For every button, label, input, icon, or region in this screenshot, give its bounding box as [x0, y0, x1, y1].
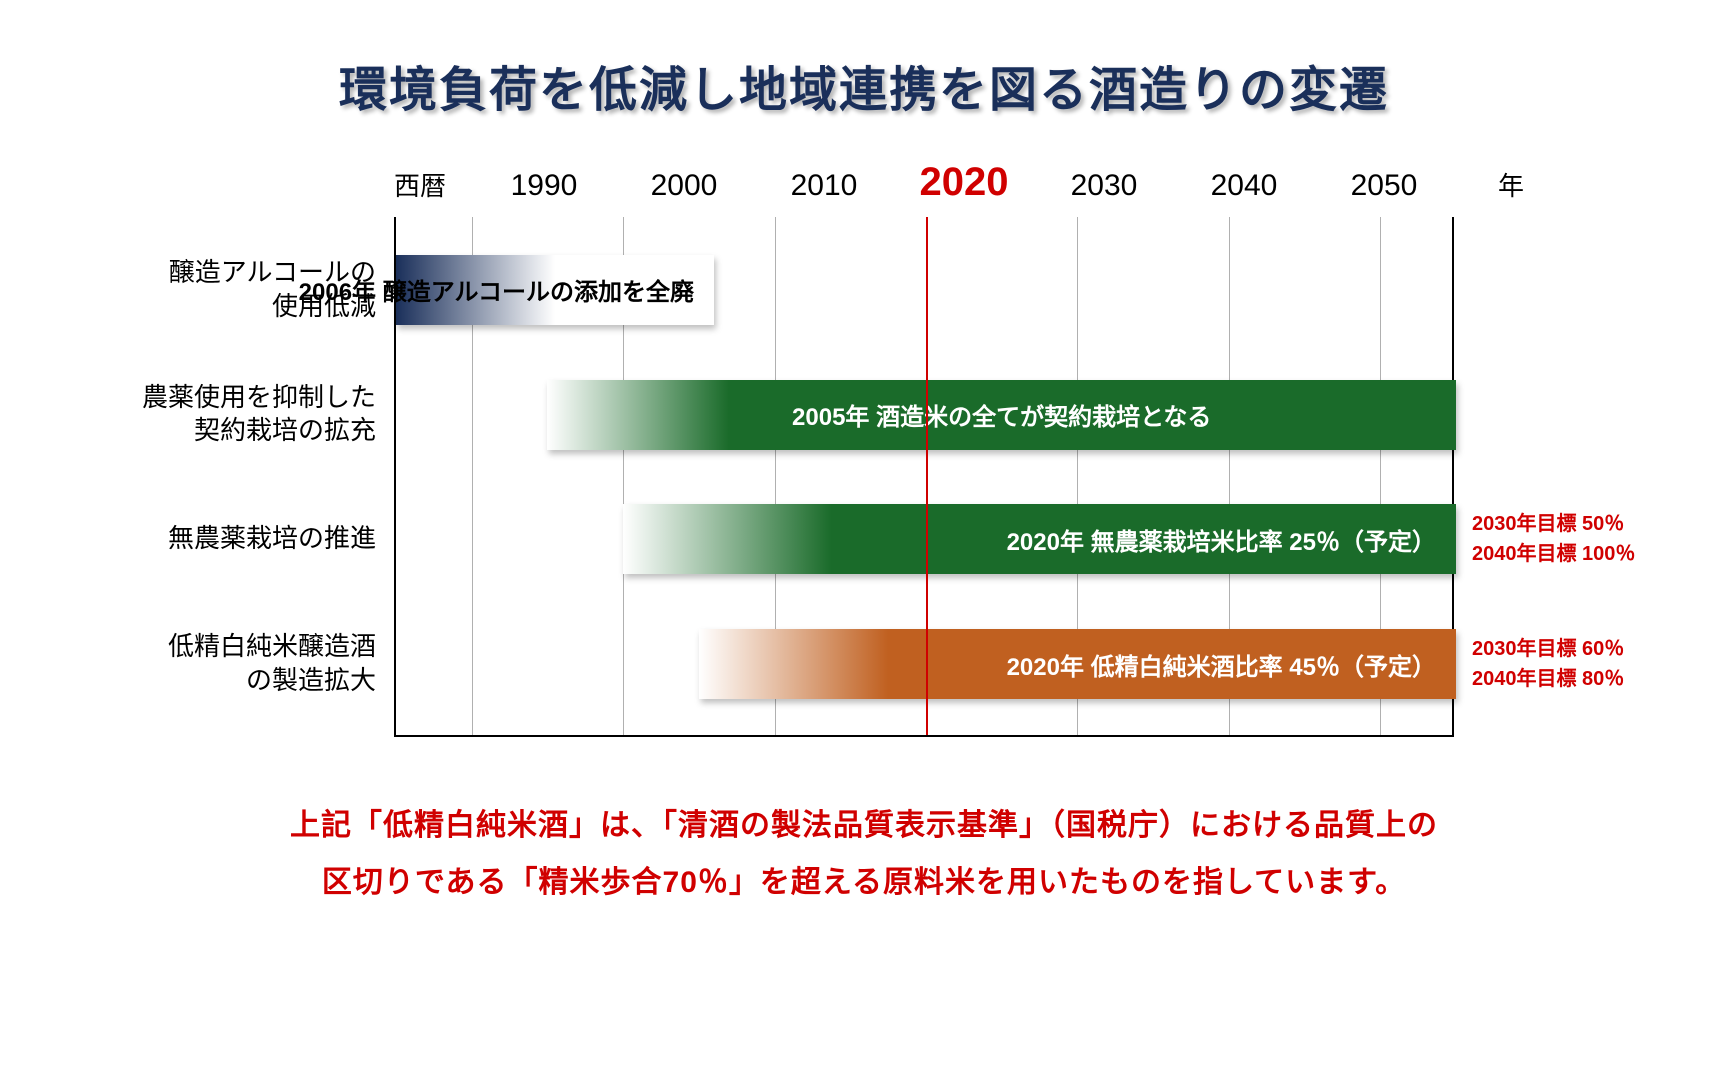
current-year-line [926, 217, 928, 735]
axis-label-right: 年 [1464, 166, 1524, 203]
bar-text: 2020年 低精白純米酒比率 45％（予定） [1007, 647, 1456, 682]
timeline-bar: 2006年 醸造アルコールの添加を全廃 [396, 255, 714, 325]
row-label: 農薬使用を抑制した契約栽培の拡充 [116, 381, 376, 449]
row-label: 低精白純米醸造酒の製造拡大 [116, 630, 376, 698]
timeline-bar: 2005年 酒造米の全てが契約栽培となる [547, 380, 1456, 450]
row-label: 無農薬栽培の推進 [116, 522, 376, 556]
side-note: 2030年目標 50％2040年目標 100％ [1472, 509, 1692, 569]
plot-area: 醸造アルコールの使用低減2006年 醸造アルコールの添加を全廃農薬使用を抑制した… [394, 217, 1454, 737]
tick-2030: 2030 [1034, 169, 1174, 203]
axis-row: 西暦 1990 2000 2010 2020 2030 2040 2050 年 [394, 160, 1614, 205]
footnote: 上記「低精白純米酒」は、「清酒の製法品質表示基準」（国税庁）における品質上の 区… [80, 797, 1648, 911]
timeline-bar: 2020年 無農薬栽培米比率 25％（予定） [623, 504, 1456, 574]
footnote-line1: 上記「低精白純米酒」は、「清酒の製法品質表示基準」（国税庁）における品質上の [80, 797, 1648, 854]
side-note: 2030年目標 60％2040年目標 80％ [1472, 634, 1692, 694]
page-title: 環境負荷を低減し地域連携を図る酒造りの変遷 [80, 50, 1648, 120]
timeline-chart: 西暦 1990 2000 2010 2020 2030 2040 2050 年 … [114, 160, 1614, 737]
tick-1990: 1990 [474, 169, 614, 203]
tick-2020: 2020 [894, 160, 1034, 205]
bar-text: 2006年 醸造アルコールの添加を全廃 [299, 272, 714, 307]
tick-2050: 2050 [1314, 169, 1454, 203]
bar-text: 2005年 酒造米の全てが契約栽培となる [792, 397, 1211, 432]
tick-2000: 2000 [614, 169, 754, 203]
footnote-line2: 区切りである「精米歩合70％」を超える原料米を用いたものを指しています。 [80, 854, 1648, 911]
bar-text: 2020年 無農薬栽培米比率 25％（予定） [1007, 522, 1456, 557]
tick-2010: 2010 [754, 169, 894, 203]
tick-2040: 2040 [1174, 169, 1314, 203]
timeline-bar: 2020年 低精白純米酒比率 45％（予定） [699, 629, 1456, 699]
axis-label-left: 西暦 [394, 166, 474, 203]
